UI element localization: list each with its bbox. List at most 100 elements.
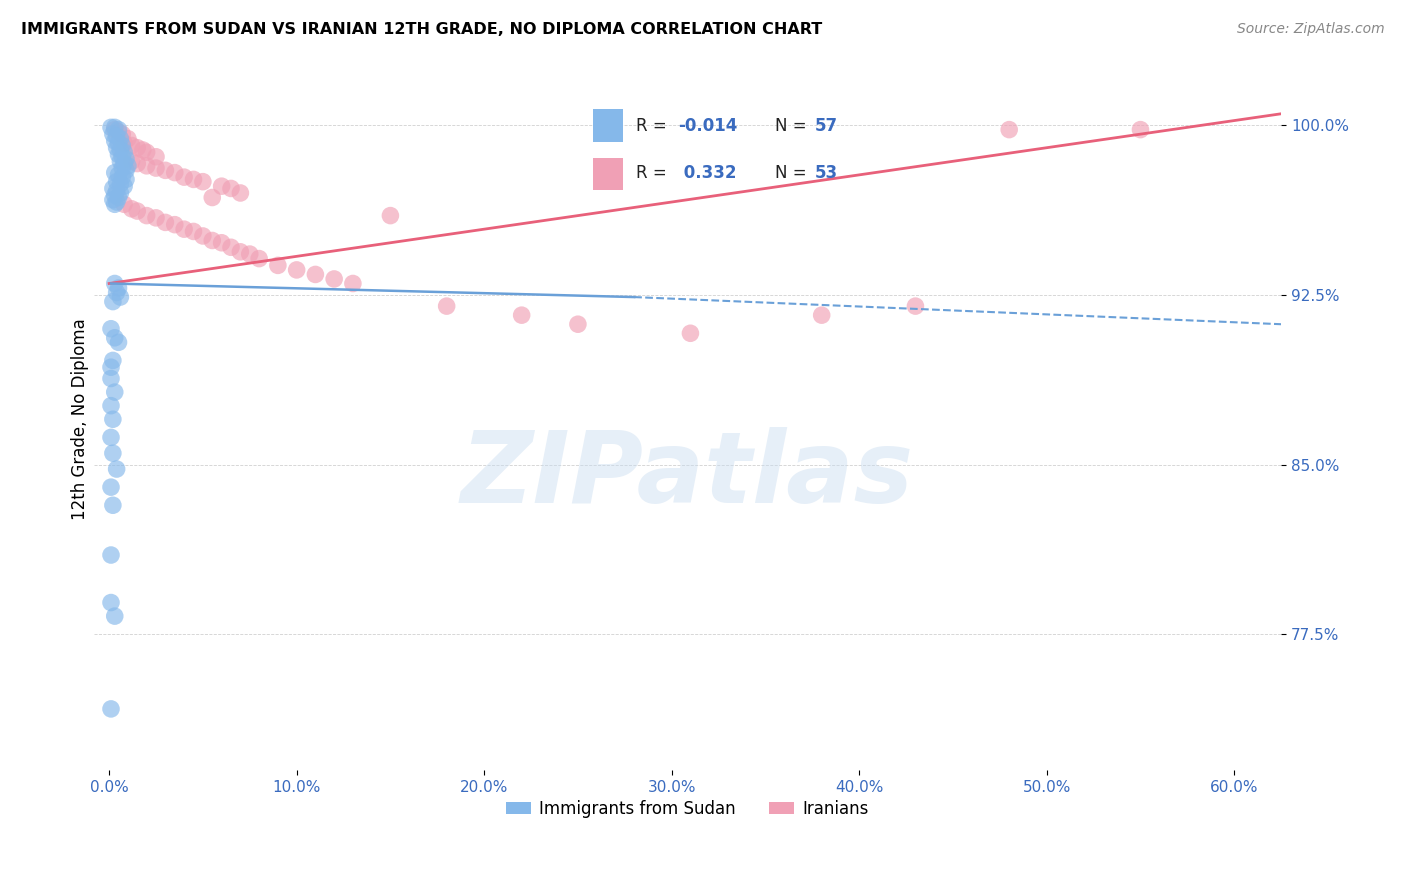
Point bbox=[100, 596, 122, 610]
Point bbox=[101, 181, 124, 195]
Point bbox=[111, 161, 134, 175]
Point bbox=[219, 181, 242, 195]
Point bbox=[101, 498, 124, 512]
Point bbox=[567, 317, 589, 331]
Point bbox=[104, 331, 127, 345]
Point bbox=[342, 277, 364, 291]
Point bbox=[104, 188, 127, 202]
Point bbox=[810, 308, 832, 322]
Point bbox=[135, 209, 157, 223]
Point bbox=[127, 156, 149, 170]
Point bbox=[115, 172, 138, 186]
Point bbox=[111, 150, 134, 164]
Point bbox=[107, 122, 129, 136]
Point bbox=[117, 131, 139, 145]
Point bbox=[112, 156, 135, 170]
Point bbox=[111, 138, 134, 153]
Point bbox=[112, 197, 135, 211]
Point bbox=[510, 308, 533, 322]
Point bbox=[229, 186, 252, 200]
Point bbox=[191, 229, 214, 244]
Point bbox=[219, 240, 242, 254]
Text: N =: N = bbox=[775, 164, 813, 182]
Point bbox=[110, 290, 132, 304]
Point bbox=[105, 141, 128, 155]
Point bbox=[132, 143, 155, 157]
Point bbox=[247, 252, 270, 266]
Point bbox=[267, 259, 290, 273]
Point bbox=[121, 138, 143, 153]
Point bbox=[111, 127, 134, 141]
Point bbox=[101, 294, 124, 309]
Point bbox=[323, 272, 346, 286]
Point bbox=[183, 224, 205, 238]
Point bbox=[112, 145, 135, 160]
Point bbox=[104, 166, 127, 180]
Point bbox=[115, 152, 138, 166]
Point bbox=[100, 360, 122, 375]
Point bbox=[100, 480, 122, 494]
Text: ZIPatlas: ZIPatlas bbox=[461, 427, 914, 524]
Point bbox=[127, 141, 149, 155]
Point bbox=[229, 244, 252, 259]
Point bbox=[112, 179, 135, 194]
Point bbox=[201, 190, 224, 204]
Point bbox=[155, 163, 177, 178]
Point bbox=[105, 175, 128, 189]
Point bbox=[998, 122, 1021, 136]
Point bbox=[111, 170, 134, 185]
Text: 57: 57 bbox=[815, 117, 838, 135]
Point bbox=[101, 412, 124, 426]
Point bbox=[173, 170, 195, 185]
Y-axis label: 12th Grade, No Diploma: 12th Grade, No Diploma bbox=[72, 318, 89, 520]
Point bbox=[100, 322, 122, 336]
Point bbox=[145, 211, 167, 225]
Point bbox=[107, 335, 129, 350]
Point bbox=[104, 120, 127, 135]
Point bbox=[117, 159, 139, 173]
Text: IMMIGRANTS FROM SUDAN VS IRANIAN 12TH GRADE, NO DIPLOMA CORRELATION CHART: IMMIGRANTS FROM SUDAN VS IRANIAN 12TH GR… bbox=[21, 22, 823, 37]
Point bbox=[163, 166, 186, 180]
Point bbox=[679, 326, 702, 341]
Point bbox=[107, 136, 129, 151]
Point bbox=[436, 299, 458, 313]
Point bbox=[107, 168, 129, 182]
Point bbox=[145, 150, 167, 164]
Bar bbox=[593, 110, 623, 142]
Point bbox=[110, 177, 132, 191]
Point bbox=[155, 215, 177, 229]
Point bbox=[101, 127, 124, 141]
Point bbox=[100, 371, 122, 385]
Point bbox=[121, 154, 143, 169]
Point bbox=[100, 702, 122, 716]
Point bbox=[100, 399, 122, 413]
Point bbox=[110, 131, 132, 145]
Point bbox=[163, 218, 186, 232]
Point bbox=[100, 548, 122, 562]
Point bbox=[135, 145, 157, 160]
Point bbox=[100, 120, 122, 135]
Point bbox=[101, 193, 124, 207]
Point bbox=[105, 462, 128, 476]
Point bbox=[380, 209, 402, 223]
Point bbox=[107, 190, 129, 204]
Text: N =: N = bbox=[775, 117, 813, 135]
Point bbox=[127, 204, 149, 219]
Point bbox=[285, 263, 308, 277]
Point bbox=[211, 235, 233, 250]
Point bbox=[105, 184, 128, 198]
Point bbox=[104, 277, 127, 291]
Point bbox=[107, 147, 129, 161]
Point bbox=[112, 136, 135, 151]
Point bbox=[201, 234, 224, 248]
Point bbox=[105, 285, 128, 300]
Point bbox=[107, 281, 129, 295]
Point bbox=[104, 385, 127, 400]
Point bbox=[1129, 122, 1152, 136]
Point bbox=[105, 194, 128, 209]
Point bbox=[104, 122, 127, 136]
Point bbox=[183, 172, 205, 186]
Point bbox=[100, 430, 122, 444]
Legend: Immigrants from Sudan, Iranians: Immigrants from Sudan, Iranians bbox=[499, 794, 876, 825]
Point bbox=[115, 163, 138, 178]
